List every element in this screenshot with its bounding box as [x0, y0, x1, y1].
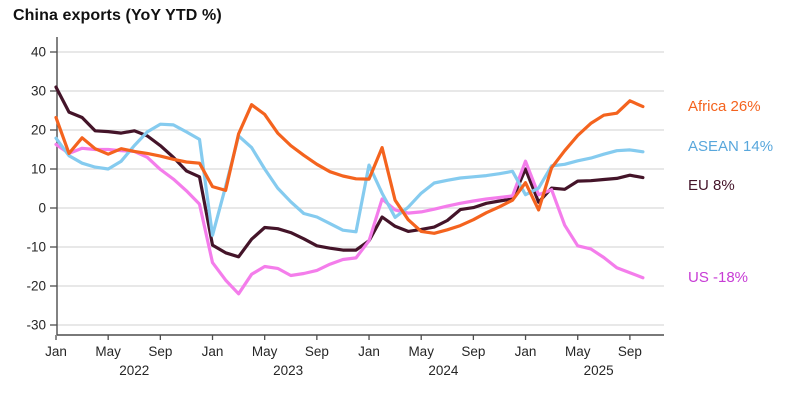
x-tick-label: May [565, 344, 591, 359]
chart-title: China exports (YoY YTD %) [13, 7, 222, 24]
x-tick-label: May [252, 344, 278, 359]
y-tick-label: -10 [26, 240, 46, 255]
series-lines [54, 85, 645, 296]
year-label: 2023 [273, 363, 303, 378]
year-label: 2024 [428, 363, 459, 378]
x-tick-label: Jan [202, 344, 224, 359]
x-tick-label: Sep [148, 344, 172, 359]
gridlines [57, 51, 664, 326]
line-eu [54, 85, 645, 259]
y-tick-label: 10 [31, 162, 46, 177]
year-label: 2022 [119, 363, 149, 378]
x-tick-label: Jan [358, 344, 380, 359]
year-label: 2025 [584, 363, 614, 378]
x-tick-label: May [95, 344, 121, 359]
line-africa [54, 99, 645, 235]
x-tick-label: Jan [45, 344, 67, 359]
line-asean [54, 122, 645, 237]
axis-labels: 40 30 20 10 0 -10 -20 -30 Jan May Sep Jan May Sep Jan M… [26, 45, 641, 379]
legend-eu: EU 8% [688, 177, 735, 194]
y-tick-label: 30 [31, 84, 46, 99]
y-tick-label: -20 [26, 279, 46, 294]
x-tick-label: May [408, 344, 434, 359]
x-tick-label: Sep [461, 344, 485, 359]
x-tick-label: Sep [305, 344, 329, 359]
legend-us: US -18% [688, 269, 749, 286]
legend-africa: Africa 26% [688, 98, 761, 115]
y-tick-label: 40 [31, 45, 46, 60]
x-tick-label: Jan [515, 344, 537, 359]
x-tick-label: Sep [618, 344, 642, 359]
y-tick-label: 20 [31, 123, 46, 138]
axes [50, 37, 664, 340]
y-tick-label: -30 [26, 318, 46, 333]
y-tick-label: 0 [38, 201, 46, 216]
legend-asean: ASEAN 14% [688, 138, 774, 155]
